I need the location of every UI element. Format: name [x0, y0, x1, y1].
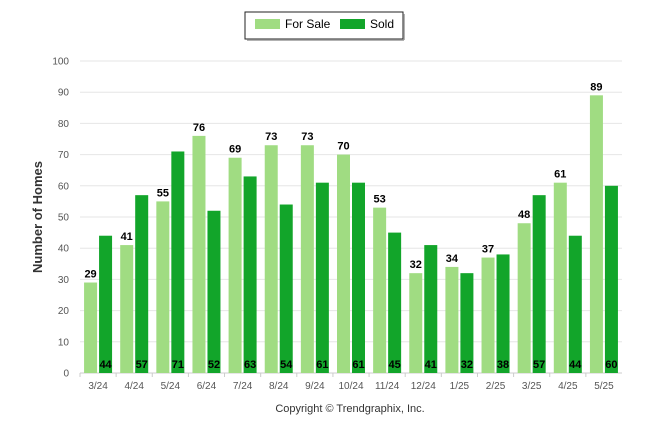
data-label-for-sale: 89 — [590, 81, 602, 93]
data-label-for-sale: 32 — [410, 259, 422, 271]
bar-for-sale — [264, 145, 278, 373]
bar-for-sale — [517, 223, 531, 373]
bar-sold — [315, 182, 329, 373]
legend-swatch-for-sale — [255, 19, 280, 29]
x-tick-label: 3/24 — [88, 381, 108, 392]
data-label-for-sale: 70 — [337, 141, 349, 153]
bar-for-sale — [337, 154, 350, 373]
data-label-sold: 54 — [280, 359, 293, 371]
data-label-for-sale: 73 — [301, 131, 313, 143]
y-tick-label: 50 — [58, 213, 70, 224]
x-tick-label: 5/25 — [594, 381, 614, 392]
legend-label-sold: Sold — [370, 17, 394, 31]
x-tick-label: 5/24 — [161, 381, 181, 392]
bar-for-sale — [300, 145, 314, 373]
y-tick-label: 20 — [58, 306, 70, 317]
x-tick-label: 6/24 — [197, 381, 217, 392]
data-label-sold: 63 — [244, 359, 256, 371]
y-tick-label: 80 — [58, 119, 70, 130]
data-label-sold: 60 — [605, 359, 617, 371]
data-label-sold: 44 — [99, 359, 112, 371]
data-label-sold: 61 — [316, 359, 328, 371]
legend-label-for-sale: For Sale — [285, 17, 331, 31]
bar-for-sale — [445, 266, 459, 373]
data-label-sold: 32 — [461, 359, 473, 371]
x-tick-label: 4/25 — [558, 381, 578, 392]
y-axis-label: Number of Homes — [30, 161, 45, 273]
bar-for-sale — [84, 282, 98, 373]
x-tick-label: 8/24 — [269, 381, 289, 392]
x-tick-label: 1/25 — [450, 381, 470, 392]
data-label-sold: 45 — [389, 359, 401, 371]
bar-sold — [532, 195, 546, 373]
data-labels: 29 44 41 57 55 71 76 52 69 63 73 54 73 61 70 61 53 45 32 41… — [84, 81, 617, 371]
x-tick-label: 12/24 — [411, 381, 436, 392]
bar-for-sale — [120, 245, 134, 373]
y-tick-label: 100 — [52, 57, 69, 68]
data-label-for-sale: 48 — [518, 209, 530, 221]
bar-for-sale — [481, 257, 495, 373]
y-tick-label: 40 — [58, 244, 70, 255]
y-tick-label: 10 — [58, 337, 70, 348]
y-tick-label: 70 — [58, 150, 70, 161]
y-tick-label: 90 — [58, 88, 70, 99]
data-label-for-sale: 55 — [157, 187, 169, 199]
x-tick-label: 11/24 — [375, 381, 400, 392]
data-label-sold: 52 — [208, 359, 220, 371]
bar-for-sale — [192, 135, 206, 373]
bar-sold — [604, 185, 618, 373]
data-label-for-sale: 61 — [554, 169, 566, 181]
bar-for-sale — [373, 207, 387, 373]
bar-sold — [352, 182, 365, 373]
data-label-for-sale: 53 — [374, 194, 386, 206]
y-tick-label: 0 — [63, 369, 69, 380]
bar-sold — [496, 254, 510, 373]
x-tick-label: 2/25 — [486, 381, 506, 392]
x-tick-label: 9/24 — [305, 381, 325, 392]
data-label-sold: 71 — [172, 359, 184, 371]
data-label-for-sale: 76 — [193, 122, 205, 134]
data-label-for-sale: 41 — [121, 231, 133, 243]
legend-swatch-sold — [340, 19, 365, 29]
bar-sold — [460, 273, 474, 373]
axes: 0 10 20 30 40 50 60 70 80 90 100 3/24 4/24 5/24 6/24 7/… — [52, 57, 622, 392]
bar-sold — [424, 245, 438, 373]
data-label-sold: 44 — [569, 359, 582, 371]
bar-sold — [135, 195, 149, 373]
data-label-sold: 41 — [425, 359, 437, 371]
data-label-sold: 61 — [352, 359, 364, 371]
bar-sold — [279, 204, 293, 373]
data-label-sold: 38 — [497, 359, 509, 371]
grid-lines — [80, 60, 622, 343]
data-label-for-sale: 73 — [265, 131, 277, 143]
bar-sold — [171, 151, 185, 373]
data-label-sold: 57 — [136, 359, 148, 371]
bar-for-sale — [553, 182, 567, 373]
bar-for-sale — [228, 157, 242, 373]
y-tick-label: 60 — [58, 181, 70, 192]
data-label-for-sale: 34 — [446, 253, 459, 265]
copyright-credit: Copyright © Trendgraphix, Inc. — [275, 403, 424, 415]
bars — [84, 95, 618, 373]
x-tick-label: 3/25 — [522, 381, 542, 392]
bar-sold — [207, 210, 221, 373]
bar-for-sale — [409, 273, 423, 373]
data-label-for-sale: 69 — [229, 144, 241, 156]
x-tick-label: 4/24 — [124, 381, 144, 392]
data-label-for-sale: 37 — [482, 244, 494, 256]
bar-sold — [99, 235, 113, 373]
bar-sold — [568, 235, 582, 373]
data-label-sold: 57 — [533, 359, 545, 371]
bar-sold — [243, 176, 257, 373]
bar-sold — [388, 232, 402, 373]
bar-for-sale — [589, 95, 603, 373]
x-tick-label: 10/24 — [338, 381, 363, 392]
data-label-for-sale: 29 — [84, 269, 96, 281]
legend: For Sale Sold — [244, 11, 405, 41]
y-tick-label: 30 — [58, 275, 70, 286]
bar-for-sale — [156, 201, 170, 373]
x-tick-label: 7/24 — [233, 381, 253, 392]
